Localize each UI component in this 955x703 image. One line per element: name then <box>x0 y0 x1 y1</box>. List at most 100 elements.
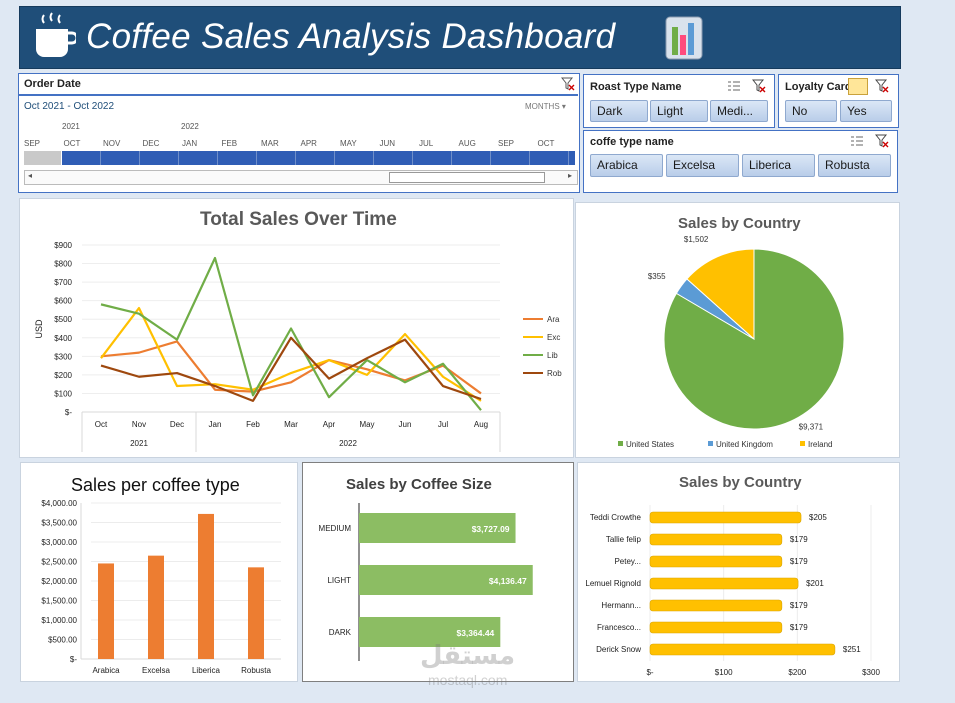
data-label: $251 <box>843 645 861 654</box>
pie-slice <box>686 248 755 341</box>
coffee-option-excelsa[interactable]: Excelsa <box>666 154 739 177</box>
sales-by-coffee-size-chart: Sales by Coffee Size $3,727.09 MEDIUM $4,1… <box>302 462 574 682</box>
data-label: $3,727.09 <box>472 524 510 534</box>
timeline-unselected[interactable] <box>24 151 61 165</box>
y-tick-label: Teddi Crowthe <box>590 513 642 522</box>
series-line-lib <box>100 256 482 411</box>
timeline-month-label[interactable]: MAR <box>261 139 279 148</box>
loyalty-option-yes[interactable]: Yes <box>840 100 892 122</box>
x-tick-label: Feb <box>246 420 260 429</box>
customer-bar <box>649 599 783 612</box>
y-tick-label: $4,000.00 <box>41 499 77 508</box>
y-tick-label: DARK <box>329 628 352 637</box>
timeline-month-label[interactable]: OCT <box>63 139 81 148</box>
loyalty-card-slicer: Loyalty Card No Yes <box>778 74 899 128</box>
bar-chart-icon <box>665 16 703 60</box>
y-tick-label: $900 <box>54 241 72 250</box>
timeline-month-label[interactable]: DEC <box>142 139 160 148</box>
timeline-month-label[interactable]: MAY <box>340 139 357 148</box>
timeline-month-label[interactable]: SEP <box>24 139 41 148</box>
x-group-label: 2022 <box>339 439 357 448</box>
roast-option-light[interactable]: Light <box>650 100 708 122</box>
customer-bar <box>649 555 783 568</box>
timeline-month-label[interactable]: JAN <box>182 139 198 148</box>
customer-bar <box>649 533 783 546</box>
x-tick-label: Jan <box>209 420 222 429</box>
legend-label: United States <box>626 440 674 449</box>
timeline-range: Oct 2021 - Oct 2022 <box>24 101 115 112</box>
timeline-month-label[interactable]: NOV <box>103 139 121 148</box>
multi-select-icon[interactable] <box>848 78 868 95</box>
size-bar <box>359 513 516 543</box>
timeline-level-dropdown[interactable]: MONTHS ▾ <box>525 102 566 111</box>
timeline-month-label[interactable]: SEP <box>498 139 515 148</box>
legend-label: Ireland <box>808 440 832 449</box>
x-tick-label: Liberica <box>192 666 221 675</box>
y-tick-label: $300 <box>54 352 72 361</box>
y-tick-label: $800 <box>54 260 72 269</box>
y-tick-label: $700 <box>54 278 72 287</box>
y-tick-label: $100 <box>54 389 72 398</box>
y-tick-label: Francesco... <box>597 623 641 632</box>
scroll-left-icon[interactable]: ◂ <box>27 171 32 180</box>
year-label: 2021 <box>62 122 80 131</box>
chart-title: Sales per coffee type <box>71 475 240 495</box>
column-chart-svg: $4,000.00 $3,500.00 $3,000.00 $2,500.00 $2,0… <box>41 499 281 675</box>
size-bar <box>359 617 501 647</box>
data-label: $179 <box>790 601 808 610</box>
timeline-month-label[interactable]: JUN <box>379 139 396 148</box>
order-date-timeline: Order Date Oct 2021 - Oct 2022 MONTHS ▾ … <box>18 73 580 193</box>
chart-title: Total Sales Over Time <box>200 209 397 230</box>
roast-option-dark[interactable]: Dark <box>590 100 648 122</box>
customer-bar <box>649 621 783 634</box>
clear-filter-icon[interactable] <box>875 79 889 93</box>
size-bar <box>359 565 533 595</box>
column-bar <box>148 555 164 659</box>
scroll-thumb[interactable] <box>389 172 545 183</box>
y-tick-label: $3,000.00 <box>41 538 77 547</box>
multi-select-icon[interactable] <box>727 80 741 92</box>
dashboard-header: Coffee Sales Analysis Dashboard <box>19 6 901 69</box>
timeline-selection-bar[interactable] <box>62 151 575 165</box>
data-label: $179 <box>790 557 808 566</box>
scroll-right-icon[interactable]: ▸ <box>567 171 572 180</box>
x-tick-label: Nov <box>132 420 146 429</box>
data-label: $201 <box>806 579 824 588</box>
y-tick-label: $500 <box>54 315 72 324</box>
y-tick-label: Petey... <box>614 557 641 566</box>
multi-select-icon[interactable] <box>850 135 864 147</box>
y-tick-label: LIGHT <box>327 576 351 585</box>
x-tick-label: Oct <box>95 420 108 429</box>
chart-title: Sales by Coffee Size <box>346 476 492 493</box>
x-tick-label: Dec <box>170 420 184 429</box>
y-tick-label: $- <box>70 655 77 664</box>
timeline-month-label[interactable]: FEB <box>221 139 238 148</box>
coffee-option-arabica[interactable]: Arabica <box>590 154 663 177</box>
timeline-month-label[interactable]: OCT <box>537 139 555 148</box>
legend-swatch <box>618 441 623 446</box>
timeline-month-label[interactable]: JUL <box>419 139 434 148</box>
clear-filter-icon[interactable] <box>875 134 889 148</box>
page-title: Coffee Sales Analysis Dashboard <box>86 17 616 56</box>
pie-chart-svg: $9,371 $355 $1,502 United States United King… <box>618 235 845 449</box>
clear-filter-icon[interactable] <box>561 77 575 91</box>
timeline-month-label[interactable]: APR <box>300 139 317 148</box>
watermark-text: mostaql.com <box>428 672 508 688</box>
y-tick-label: Lemuel Rignold <box>585 579 641 588</box>
loyalty-option-no[interactable]: No <box>785 100 837 122</box>
clear-filter-icon[interactable] <box>752 79 766 93</box>
y-tick-label: $400 <box>54 334 72 343</box>
data-label: $1,502 <box>684 235 709 244</box>
x-tick-label: $300 <box>862 668 880 677</box>
roast-option-medium[interactable]: Medi... <box>710 100 768 122</box>
customer-bar <box>649 511 802 524</box>
coffee-option-liberica[interactable]: Liberica <box>742 154 815 177</box>
x-tick-label: Mar <box>284 420 298 429</box>
x-tick-label: Jul <box>438 420 448 429</box>
y-tick-label: Derick Snow <box>596 645 641 654</box>
series-line-rob <box>100 336 482 402</box>
coffee-cup-icon <box>36 12 76 57</box>
y-tick-label: $1,500.00 <box>41 597 77 606</box>
timeline-month-label[interactable]: AUG <box>458 139 476 148</box>
coffee-option-robusta[interactable]: Robusta <box>818 154 891 177</box>
